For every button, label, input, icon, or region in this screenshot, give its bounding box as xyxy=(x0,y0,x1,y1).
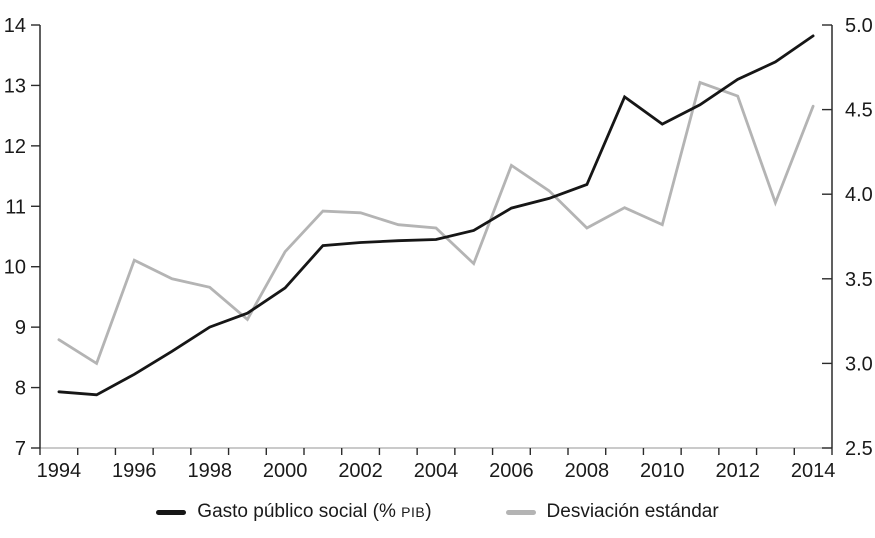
legend-item-gasto-publico-social: Gasto público social (% PIB) xyxy=(156,501,432,523)
x-axis-tick-label: 2002 xyxy=(338,460,383,482)
y-axis-tick-label-left: 13 xyxy=(4,75,26,97)
y-axis-tick-label-right: 2.5 xyxy=(845,438,873,460)
series-line-desviacion-estandar xyxy=(57,80,815,366)
legend-label-gasto-publico-social: Gasto público social (% PIB) xyxy=(197,501,431,523)
x-axis-tick-label: 2010 xyxy=(640,460,685,482)
x-axis-tick-label: 2012 xyxy=(715,460,760,482)
legend-label-main: Desviación estándar xyxy=(546,501,719,522)
x-axis-tick-label: 2004 xyxy=(414,460,459,482)
y-axis-tick-label-left: 10 xyxy=(4,257,26,279)
chart-legend: Gasto público social (% PIB) Desviación … xyxy=(0,492,875,532)
x-axis-tick-label: 1994 xyxy=(37,460,82,482)
legend-label-suffix: ) xyxy=(425,501,432,522)
legend-item-desviacion-estandar: Desviación estándar xyxy=(505,501,719,523)
x-axis-tick-label: 2000 xyxy=(263,460,308,482)
legend-swatch-black-line xyxy=(156,509,187,515)
legend-swatch-gray-line xyxy=(505,509,536,515)
x-axis-tick-label: 1998 xyxy=(187,460,232,482)
legend-label-smallcaps: PIB xyxy=(401,504,426,520)
y-axis-tick-label-left: 11 xyxy=(5,196,26,218)
y-axis-tick-label-right: 5.0 xyxy=(845,15,873,37)
y-axis-tick-label-left: 9 xyxy=(15,317,26,339)
series-line-gasto-publico-social xyxy=(57,34,815,397)
y-axis-tick-label-right: 4.0 xyxy=(845,184,873,206)
x-axis-tick-label: 2014 xyxy=(791,460,836,482)
y-axis-tick-label-left: 12 xyxy=(4,136,26,158)
y-axis-tick-label-left: 8 xyxy=(15,378,26,400)
y-axis-tick-label-left: 7 xyxy=(15,438,26,460)
y-axis-tick-label-left: 14 xyxy=(4,15,26,37)
x-axis-tick-label: 1996 xyxy=(112,460,157,482)
x-axis-tick-label: 2008 xyxy=(565,460,610,482)
y-axis-tick-label-right: 3.5 xyxy=(845,269,873,291)
legend-label-desviacion-estandar: Desviación estándar xyxy=(547,501,719,523)
legend-label-main: Gasto público social (% xyxy=(197,501,402,522)
dual-axis-line-chart: 1994 1996 1998 2000 2002 2004 2006 2008 2010 2012… xyxy=(4,15,873,482)
y-axis-tick-label-right: 4.5 xyxy=(845,100,873,122)
x-axis-tick-label: 2006 xyxy=(489,460,534,482)
y-axis-tick-label-right: 3.0 xyxy=(845,353,873,375)
